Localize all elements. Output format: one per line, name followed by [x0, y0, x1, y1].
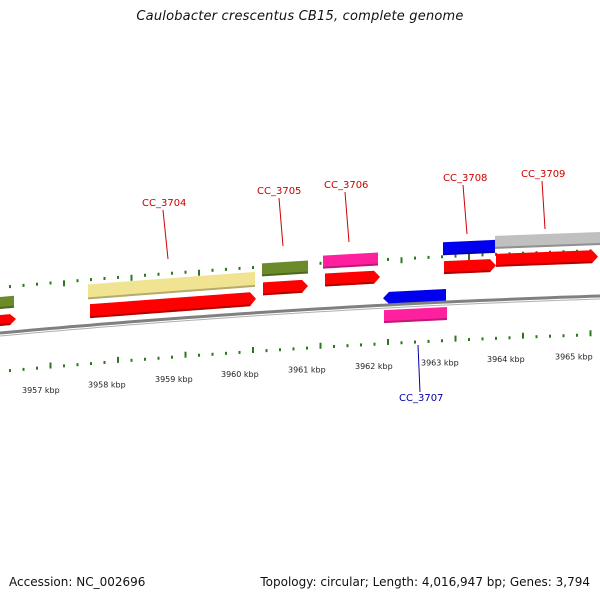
tick-label: 3959 kbp [155, 375, 193, 384]
tick-label: 3963 kbp [421, 358, 459, 367]
cds-arrow-cc3709-shade [496, 261, 593, 267]
gene-bar-cc3705-shade [262, 271, 308, 277]
cds-arrow-partial-shade [0, 323, 11, 326]
gene-leader-line [162, 209, 169, 260]
cds-arrow-cc3706 [325, 270, 380, 287]
tick-label: 3961 kbp [288, 366, 326, 375]
genome-summary-text: Topology: circular; Length: 4,016,947 bp… [260, 575, 590, 589]
cds-arrow-cc3704-shade [90, 304, 251, 319]
gene-label: CC_3705 [257, 186, 301, 197]
gene-leader-line [462, 184, 468, 235]
gene-bar-partial-shade [0, 305, 14, 309]
gene-bar-cc3708 [443, 239, 495, 256]
gene-bar-cc3705 [262, 260, 308, 277]
gene-bar-cc3704-shade [88, 284, 255, 300]
gene-leader-line [541, 180, 546, 230]
backbone-shadow [0, 298, 600, 337]
gene-label: CC_3708 [443, 173, 487, 184]
inner-tick-track [9, 330, 592, 373]
gene-bar-cc3706-shade [323, 263, 378, 269]
gene-leader-line [344, 191, 350, 243]
gene-leader-line [417, 344, 421, 393]
cds-arrow-cc3709 [496, 250, 598, 267]
cds-arrow-cc3708 [444, 259, 496, 275]
gene-bar-cc3707 [384, 307, 447, 324]
tick-label: 3965 kbp [555, 353, 593, 362]
backbone-line [0, 294, 600, 335]
gene-leader-line [278, 197, 284, 247]
gene-bar-partial [0, 295, 14, 309]
gene-label: CC_3707 [399, 393, 443, 404]
tick-labels: 3957 kbp 3958 kbp 3959 kbp 3960 kbp 3961 kbp… [22, 353, 593, 395]
cds-arrow-cc3704 [90, 292, 256, 319]
gene-labels: CC_3704 CC_3705 CC_3706 CC_3707 CC_3708 CC_37… [142, 169, 565, 404]
cds-arrow-cc3706-shade [325, 281, 375, 287]
tick-label: 3960 kbp [221, 370, 259, 379]
cds-arrow-cc3705 [263, 279, 308, 296]
accession-text: Accession: NC_002696 [9, 575, 146, 589]
gene-bar-cc3707-shade [384, 318, 447, 324]
tick-label: 3958 kbp [88, 380, 126, 389]
feature-track [0, 232, 600, 326]
cds-arrow-partial [0, 314, 16, 326]
gene-bar-cc3706 [323, 252, 378, 269]
tick-label: 3957 kbp [22, 386, 60, 395]
gene-bar-cc3709-shade [495, 243, 600, 249]
tick-label: 3964 kbp [487, 355, 525, 364]
cds-arrow-cc3705-shade [263, 290, 303, 296]
gene-bar-cc3704 [88, 271, 255, 300]
gene-bar-cc3708-shade [443, 250, 495, 256]
map-title: Caulobacter crescentus CB15, complete ge… [136, 9, 464, 24]
gene-bar-cc3709 [495, 232, 600, 249]
gene-label: CC_3706 [324, 180, 368, 191]
gene-label: CC_3709 [521, 169, 565, 180]
cds-arrow-cc3707 [383, 289, 446, 304]
genome-backbone [0, 294, 600, 337]
tick-label: 3962 kbp [355, 362, 393, 371]
gene-label: CC_3704 [142, 198, 186, 209]
cds-arrow-cc3708-shade [444, 270, 491, 275]
